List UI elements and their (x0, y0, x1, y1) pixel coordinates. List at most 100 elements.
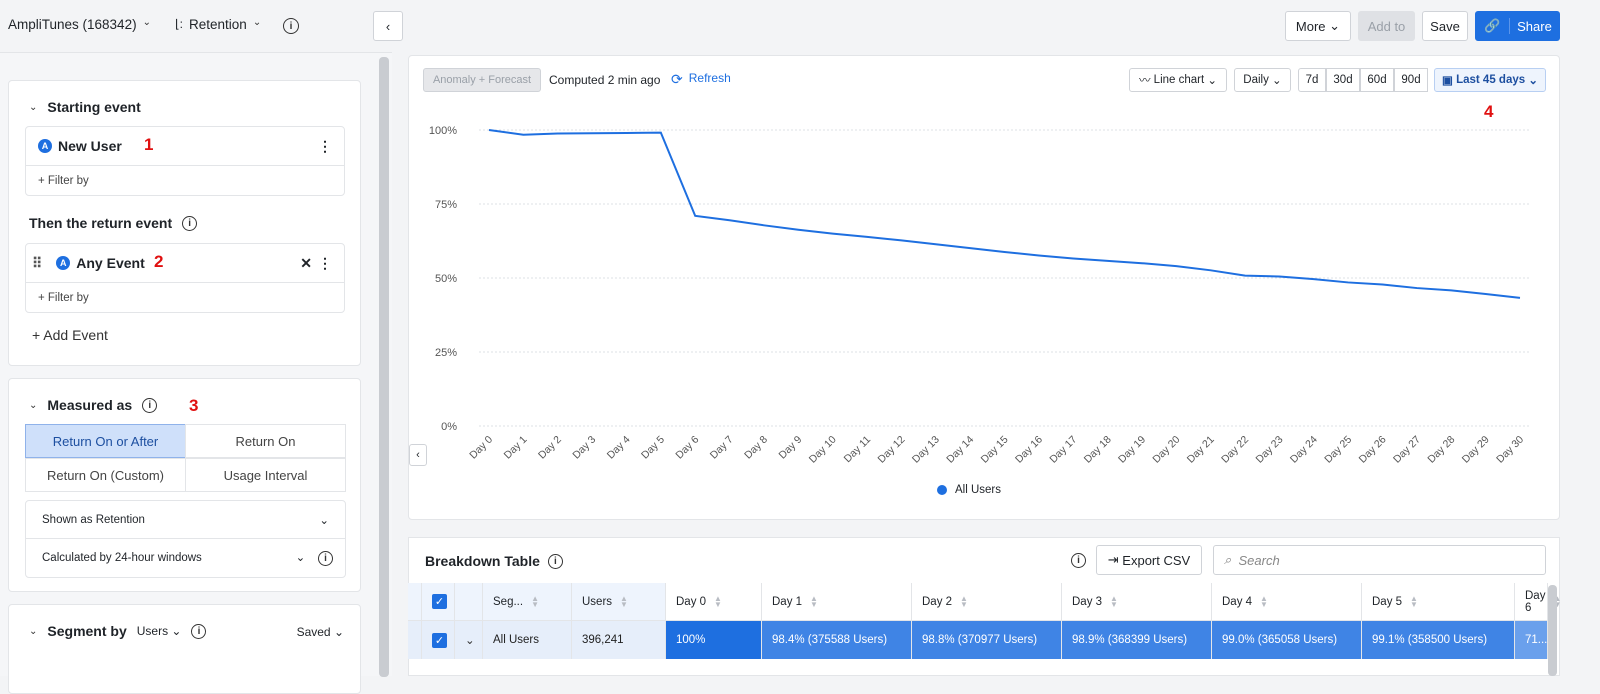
more-button[interactable]: More ⌄ (1285, 11, 1351, 41)
column-header-seg-[interactable]: Seg... ▲ ▼ (483, 583, 572, 621)
option-return-on[interactable]: Return On (185, 424, 346, 458)
collapse-icon[interactable]: ⌄ (29, 399, 38, 411)
sort-icon[interactable]: ▲ ▼ (1553, 593, 1562, 609)
more-vertical-icon[interactable]: ⋮ (318, 137, 332, 154)
return-event[interactable]: ⠿ A Any Event 2 ✕ ⋮ (26, 244, 344, 282)
row-select-cell[interactable]: ✓ (422, 621, 455, 659)
retention-cell[interactable]: 98.4% (375588 Users) (762, 621, 912, 659)
filter-by-link[interactable]: + Filter by (26, 282, 344, 312)
saved-segments-dropdown[interactable]: Saved ⌄ (296, 625, 344, 639)
save-button[interactable]: Save (1422, 11, 1468, 41)
y-tick-label: 25% (435, 347, 457, 359)
range-7d[interactable]: 7d (1298, 68, 1326, 92)
retention-cell[interactable]: 99.0% (365058 Users) (1212, 621, 1362, 659)
x-tick-label: Day 24 (1288, 434, 1320, 466)
retention-cell[interactable]: 98.9% (368399 Users) (1062, 621, 1212, 659)
option-return-on-custom[interactable]: Return On (Custom) (25, 458, 186, 492)
range-30d[interactable]: 30d (1326, 68, 1360, 92)
sort-icon[interactable]: ▲ ▼ (1260, 593, 1268, 609)
add-to-label: Add to (1367, 18, 1406, 34)
calculated-by-dropdown[interactable]: Calculated by 24-hour windows ⌄ i (26, 539, 345, 577)
interval-dropdown[interactable]: Daily ⌄ (1234, 68, 1291, 92)
y-tick-label: 50% (435, 273, 457, 285)
refresh-label: Refresh (688, 71, 731, 85)
info-icon[interactable]: i (547, 553, 563, 569)
column-header-day-1[interactable]: Day 1 ▲ ▼ (762, 583, 912, 621)
column-label: Day 3 (1072, 595, 1103, 608)
row-expand-cell[interactable]: ⌄ (455, 621, 483, 659)
chart-type-dropdown[interactable]: 〰 Line chart ⌄ (1129, 68, 1227, 92)
refresh-button[interactable]: ⟳ Refresh (671, 71, 731, 88)
expand-row-icon[interactable]: ⌄ (465, 635, 475, 647)
info-icon[interactable]: i (283, 18, 299, 34)
chart-type-selector[interactable]: ⌊: Retention ⌄ (175, 17, 261, 32)
sort-icon[interactable]: ▲ ▼ (531, 593, 539, 609)
option-usage-interval[interactable]: Usage Interval (185, 458, 346, 492)
export-label: Export CSV (1122, 552, 1191, 568)
date-range-picker[interactable]: ▣ Last 45 days ⌄ (1434, 68, 1546, 92)
retention-cell[interactable]: 98.8% (370977 Users) (912, 621, 1062, 659)
x-tick-label: Day 8 (742, 434, 770, 462)
return-event-title: Then the return event (29, 215, 173, 231)
events-card: ⌄ Starting event A New User 1 ⋮ + Filter by … (8, 80, 361, 366)
column-header-day-6[interactable]: Day 6 ▲ ▼ (1515, 583, 1561, 621)
x-tick-label: Day 5 (639, 434, 667, 462)
retention-cell[interactable]: 99.1% (358500 Users) (1362, 621, 1515, 659)
info-icon[interactable]: i (318, 551, 333, 566)
column-header-users[interactable]: Users ▲ ▼ (572, 583, 666, 621)
panel-scrollbar[interactable] (379, 57, 389, 677)
x-tick-label: Day 23 (1254, 434, 1286, 466)
sort-icon[interactable]: ▲ ▼ (1410, 593, 1418, 609)
add-event-button[interactable]: + Add Event (32, 327, 108, 343)
range-90d[interactable]: 90d (1394, 68, 1428, 92)
column-label: Users (582, 595, 613, 608)
sort-icon[interactable]: ▲ ▼ (810, 593, 818, 609)
retention-cell[interactable]: 100% (666, 621, 762, 659)
chart-legend[interactable]: All Users (937, 484, 1001, 496)
segment-type-label: Users (136, 624, 169, 638)
search-input[interactable]: ⌕ Search (1213, 545, 1546, 575)
table-scrollbar[interactable] (1548, 585, 1557, 676)
starting-event-title: Starting event (47, 99, 141, 115)
collapse-panel-button[interactable]: ‹ (373, 11, 403, 41)
sort-icon[interactable]: ▲ ▼ (1110, 593, 1118, 609)
link-icon: 🔗 (1476, 18, 1510, 34)
project-selector[interactable]: AmpliTunes (168342) ⌄ (8, 17, 151, 32)
retention-cell[interactable]: 71... (1515, 621, 1548, 659)
share-button[interactable]: 🔗 Share (1475, 11, 1560, 41)
segment-type-dropdown[interactable]: Users ⌄ (136, 624, 182, 638)
sort-icon[interactable]: ▲ ▼ (620, 593, 628, 609)
close-icon[interactable]: ✕ (300, 254, 312, 271)
filter-by-link[interactable]: + Filter by (26, 165, 344, 195)
more-vertical-icon[interactable]: ⋮ (318, 254, 332, 271)
info-icon[interactable]: i (191, 623, 207, 639)
breakdown-table-title: Breakdown Table (425, 553, 540, 569)
starting-event[interactable]: A New User 1 ⋮ (26, 127, 344, 165)
range-60d[interactable]: 60d (1360, 68, 1394, 92)
chevron-down-icon: ⌄ (252, 17, 262, 28)
row-checkbox[interactable]: ✓ (432, 632, 447, 648)
collapse-icon[interactable]: ⌄ (29, 625, 38, 637)
collapse-icon[interactable]: ⌄ (29, 101, 38, 113)
add-to-button[interactable]: Add to (1358, 11, 1415, 41)
shown-as-dropdown[interactable]: Shown as Retention ⌄ (26, 501, 345, 539)
anomaly-forecast-button[interactable]: Anomaly + Forecast (423, 68, 541, 92)
chart-scroll-left-button[interactable]: ‹ (409, 444, 427, 466)
info-icon[interactable]: i (182, 215, 198, 231)
column-header-day-2[interactable]: Day 2 ▲ ▼ (912, 583, 1062, 621)
select-all-cell[interactable]: ✓ (422, 583, 455, 621)
info-icon[interactable]: i (1071, 553, 1086, 568)
info-icon[interactable]: i (142, 397, 158, 413)
column-header-day-4[interactable]: Day 4 ▲ ▼ (1212, 583, 1362, 621)
column-header-day-0[interactable]: Day 0 ▲ ▼ (666, 583, 762, 621)
export-csv-button[interactable]: ⇥ Export CSV (1096, 545, 1202, 575)
x-tick-label: Day 21 (1185, 434, 1217, 466)
select-all-checkbox[interactable]: ✓ (432, 594, 447, 609)
column-header-day-5[interactable]: Day 5 ▲ ▼ (1362, 583, 1515, 621)
segment-card: ⌄ Segment by Users ⌄ i Saved ⌄ (8, 604, 361, 694)
option-return-on-or-after[interactable]: Return On or After (25, 424, 186, 458)
drag-handle-icon[interactable]: ⠿ (32, 254, 43, 271)
sort-icon[interactable]: ▲ ▼ (714, 593, 722, 609)
sort-icon[interactable]: ▲ ▼ (960, 593, 968, 609)
column-header-day-3[interactable]: Day 3 ▲ ▼ (1062, 583, 1212, 621)
